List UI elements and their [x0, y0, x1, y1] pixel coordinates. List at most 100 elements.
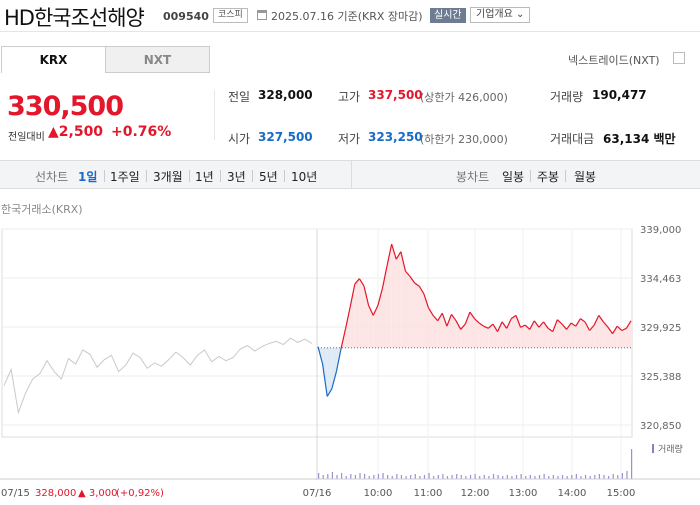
today-series-segment — [584, 321, 591, 331]
stock-name: HD한국조선해양 — [4, 6, 145, 30]
x-tick-label: 13:00 — [509, 488, 538, 499]
today-area-segment — [617, 326, 622, 348]
volume-bar — [373, 475, 375, 479]
today-area-segment — [469, 312, 475, 348]
today-area-segment — [538, 321, 544, 348]
nextrade-checkbox[interactable] — [673, 52, 685, 64]
volume-bar — [529, 475, 531, 479]
today-series-segment — [441, 313, 448, 327]
period-separator — [104, 170, 105, 182]
today-area-segment — [543, 321, 549, 348]
today-area-segment — [566, 322, 572, 348]
open-label: 시가 — [228, 132, 251, 146]
today-series-segment — [552, 319, 558, 332]
today-series-segment — [478, 322, 485, 327]
today-series-segment — [335, 348, 342, 372]
volume-legend-label: 거래량 — [658, 443, 683, 455]
x-tick-label: 11:00 — [414, 488, 443, 499]
today-series-segment — [391, 243, 397, 260]
today-series-segment — [492, 323, 499, 332]
volume-bar — [497, 475, 499, 479]
volume-bar — [584, 475, 587, 479]
today-area-segment — [598, 315, 604, 348]
today-series-segment — [423, 293, 430, 309]
y-tick-label: 325,388 — [640, 372, 681, 383]
today-series-segment — [381, 265, 388, 289]
volume-bar — [442, 474, 444, 479]
period-1y[interactable]: 1년 — [195, 170, 214, 184]
today-series-segment — [515, 315, 522, 328]
volume-bar — [589, 476, 591, 479]
footer-close: 328,000 — [35, 488, 76, 499]
today-series-segment — [598, 315, 604, 323]
x-tick-label: 07/16 — [303, 488, 332, 499]
period-1w[interactable]: 1주일 — [110, 170, 140, 184]
footer-change: ▲ 3,000 — [78, 488, 118, 499]
today-series-segment — [510, 314, 517, 320]
volume-bar — [345, 476, 347, 479]
volume-bar — [377, 474, 380, 479]
company-overview-label: 기업개요 — [476, 9, 513, 20]
today-series-segment — [409, 276, 416, 284]
prev-compare-label: 전일대비 — [8, 132, 45, 143]
today-series-segment — [543, 321, 549, 329]
chart-footer: 07/15 328,000 ▲ 3,000(+0,92%) — [1, 488, 164, 499]
low-label: 저가 — [338, 132, 361, 146]
footer-date: 07/15 — [1, 488, 30, 499]
tab-krx[interactable]: KRX — [1, 46, 106, 73]
volume-bar — [341, 473, 343, 479]
today-area-segment — [589, 325, 595, 348]
today-series-segment — [427, 307, 434, 316]
today-series-segment — [446, 314, 453, 327]
today-area-segment — [331, 347, 337, 389]
price-change: ▲2,500 — [48, 124, 104, 140]
today-area-segment — [515, 315, 521, 348]
today-series-segment — [368, 305, 374, 316]
today-series-segment — [561, 323, 568, 330]
volume-bar — [492, 474, 495, 479]
period-10y[interactable]: 10년 — [291, 170, 318, 184]
period-5y[interactable]: 5년 — [259, 170, 278, 184]
candle-weekly[interactable]: 주봉 — [537, 170, 560, 184]
today-area-segment — [345, 306, 351, 348]
prev-close-label: 전일 — [228, 90, 251, 104]
today-area-segment — [607, 327, 613, 348]
volume-bar — [543, 474, 545, 479]
today-area-segment — [423, 293, 429, 348]
today-area-segment — [465, 312, 470, 348]
today-series-segment — [538, 321, 545, 328]
today-series-segment — [506, 318, 512, 329]
nextrade-link[interactable]: 넥스트레이드(NXT) — [568, 54, 660, 67]
today-series-segment — [616, 325, 623, 331]
candle-monthly[interactable]: 월봉 — [574, 170, 597, 184]
today-series-segment — [395, 251, 402, 260]
period-3m[interactable]: 3개월 — [153, 170, 183, 184]
open-value: 327,500 — [258, 130, 313, 144]
today-area-segment — [488, 324, 493, 348]
today-area-segment — [446, 314, 452, 348]
stock-header: HD한국조선해양 009540 코스피 2025.07.16 기준(KRX 장마… — [0, 0, 700, 32]
today-area-segment — [502, 321, 507, 348]
volume-bar — [469, 475, 472, 479]
period-3y[interactable]: 3년 — [227, 170, 246, 184]
volume-bar — [391, 476, 393, 479]
volume-bar — [515, 475, 518, 479]
volume-bar — [359, 473, 361, 479]
volume-bar — [538, 475, 541, 479]
period-separator — [252, 170, 253, 182]
company-overview-button[interactable]: 기업개요 ⌄ — [470, 7, 531, 23]
volume-bar — [483, 475, 485, 479]
candle-daily[interactable]: 일봉 — [502, 170, 525, 184]
tab-nxt[interactable]: NXT — [105, 46, 210, 73]
today-series-segment — [566, 322, 572, 330]
volume-bar — [479, 476, 481, 479]
period-1d[interactable]: 1일 — [78, 170, 98, 184]
volume-bar — [322, 475, 324, 479]
today-series-segment — [464, 311, 471, 325]
today-series-segment — [520, 324, 526, 328]
footer-percent: (+0,92%) — [116, 488, 164, 499]
volume-label: 거래량 — [550, 90, 584, 104]
today-area-segment — [520, 325, 526, 348]
volume-bar — [617, 475, 619, 479]
